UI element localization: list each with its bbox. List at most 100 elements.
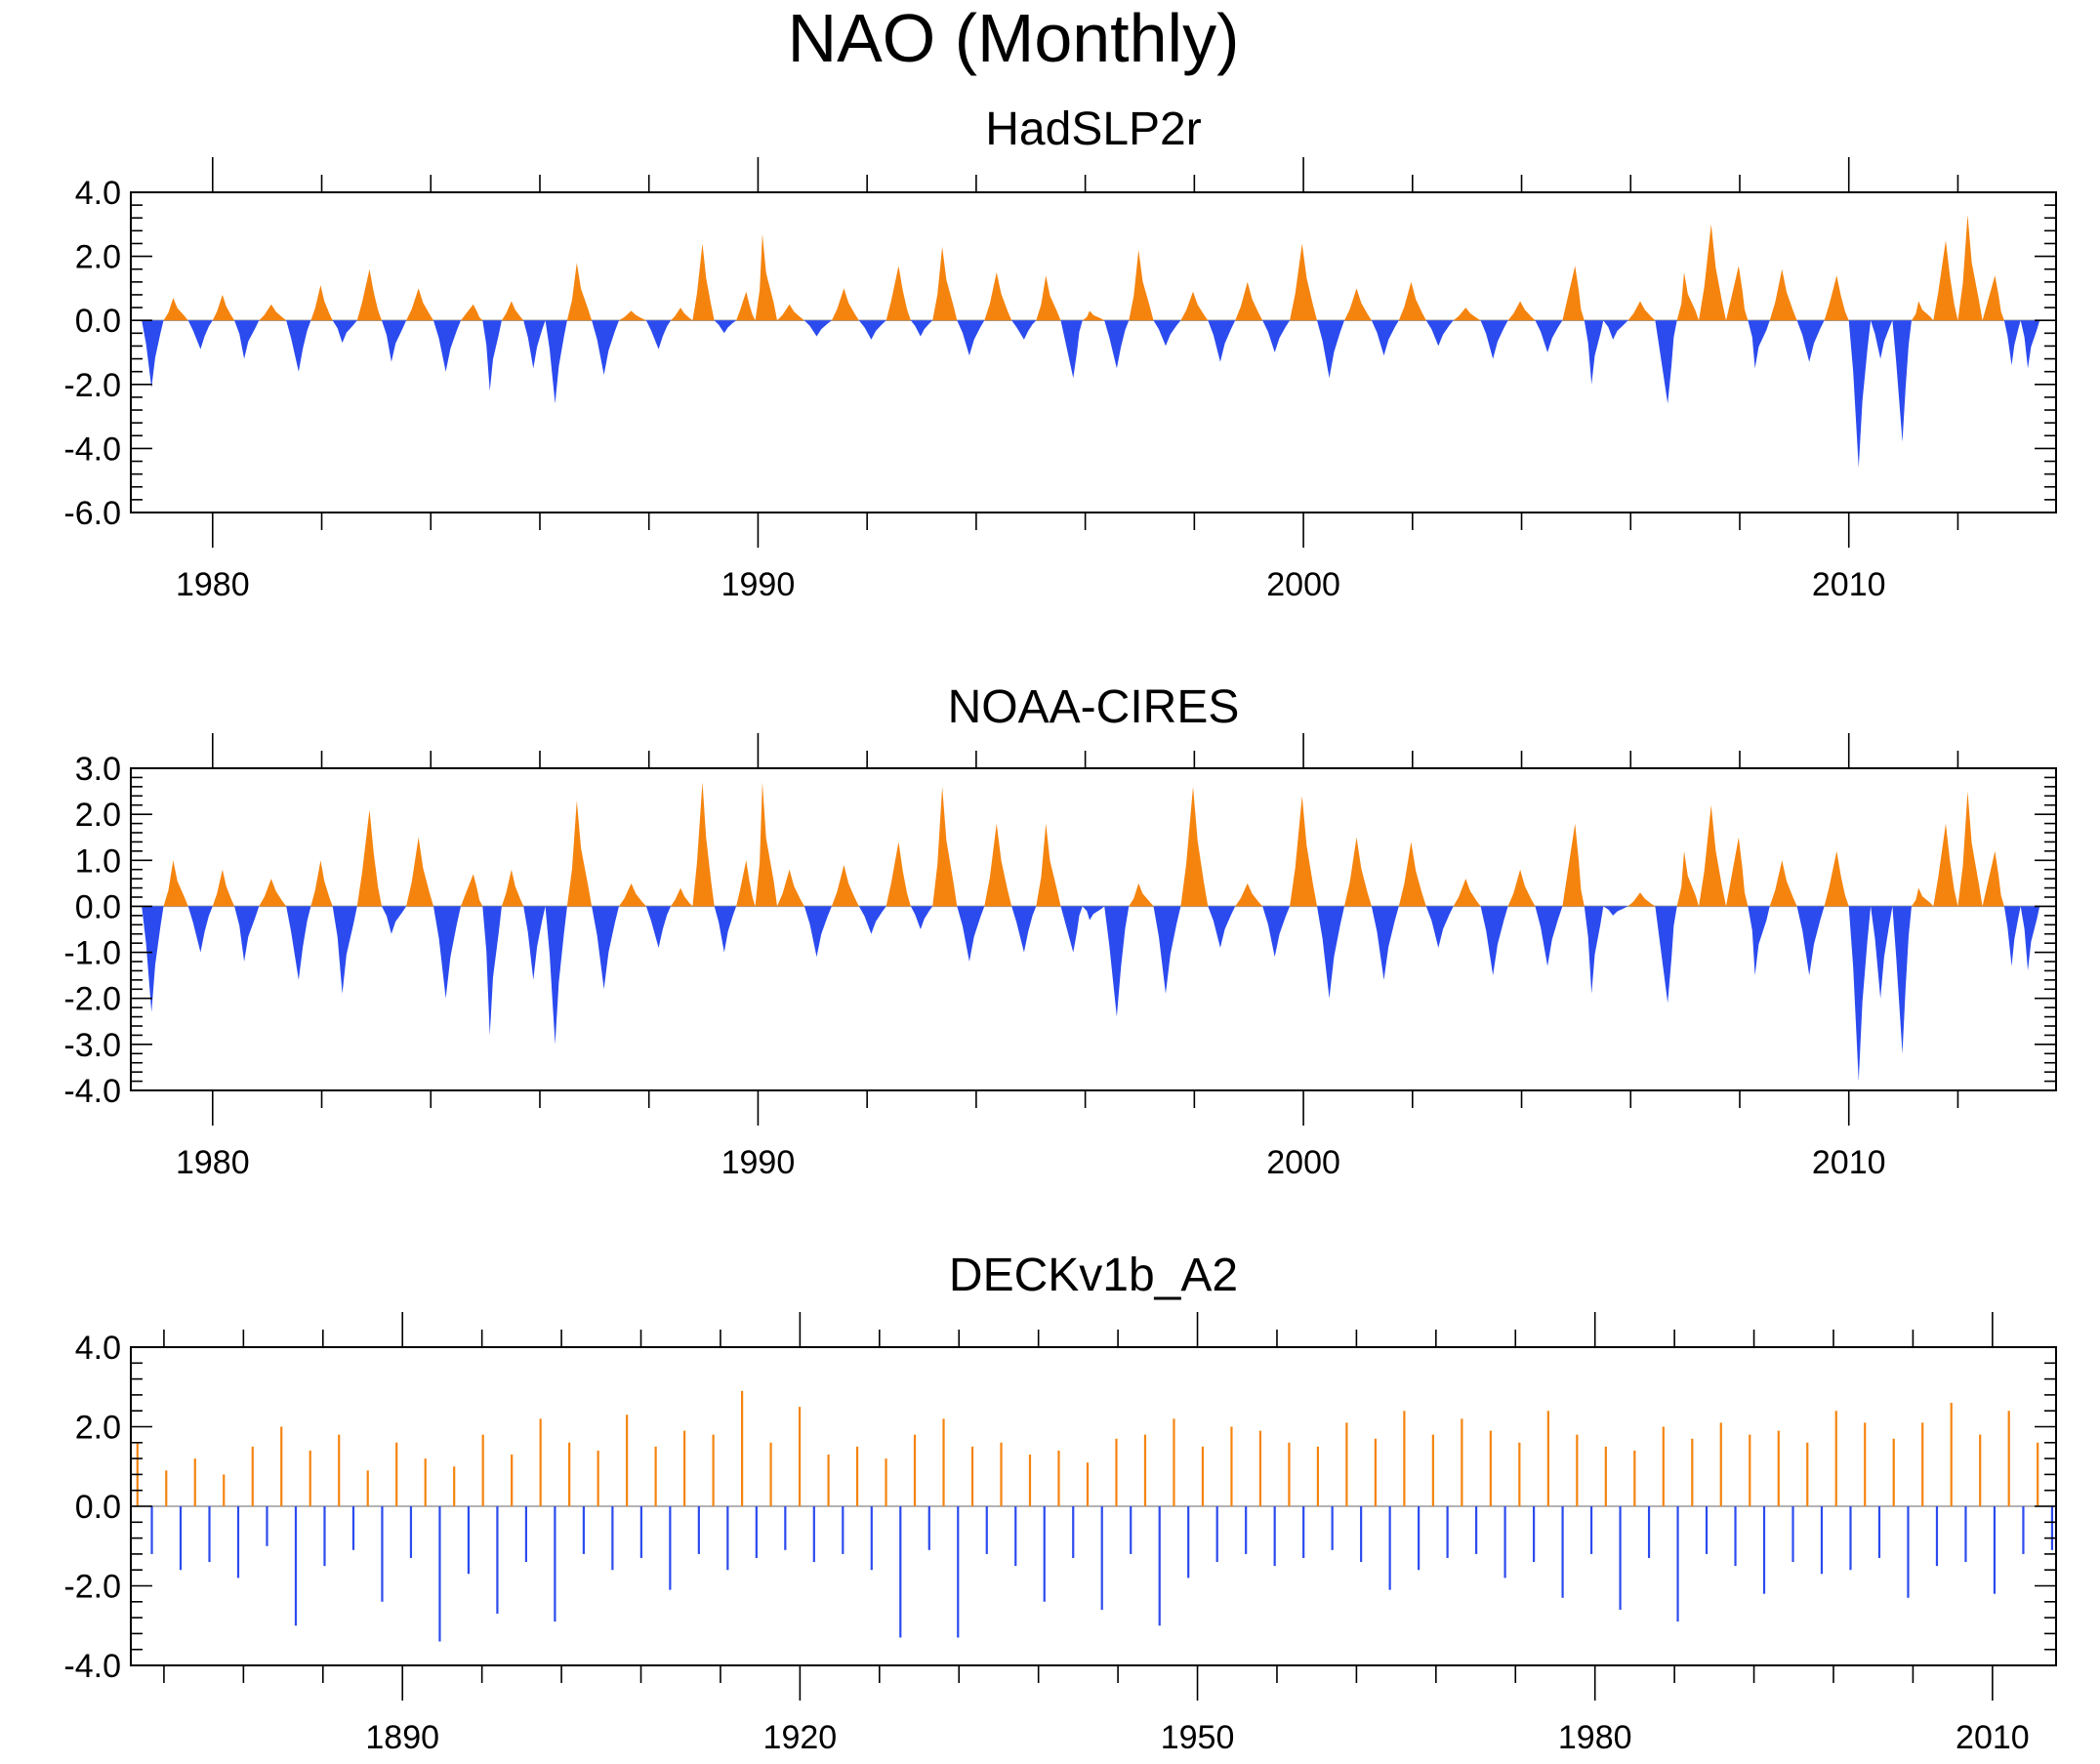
- anomaly-mark: [286, 320, 311, 372]
- anomaly-mark: [382, 906, 407, 934]
- anomaly-mark: [755, 233, 777, 321]
- anomaly-mark: [1235, 281, 1263, 321]
- anomaly-mark: [957, 320, 985, 356]
- anomaly-mark: [1235, 882, 1263, 907]
- y-tick-label: 1.0: [75, 842, 121, 880]
- anomaly-mark: [1453, 308, 1481, 321]
- y-tick-label: 4.0: [75, 175, 121, 212]
- anomaly-mark: [566, 263, 593, 321]
- anomaly-mark: [1535, 320, 1563, 352]
- y-tick-label: 2.0: [75, 1410, 121, 1447]
- plot-frame: [130, 767, 2057, 1091]
- anomaly-mark: [1892, 320, 1912, 442]
- x-tick-label: 2000: [1266, 1144, 1340, 1181]
- y-tick-label: -2.0: [63, 367, 121, 404]
- x-tick-label: 1920: [763, 1719, 838, 1756]
- anomaly-mark: [858, 320, 886, 340]
- y-tick-label: -1.0: [63, 935, 121, 972]
- anomaly-mark: [1060, 320, 1083, 379]
- y-tick-label: 3.0: [75, 751, 121, 788]
- anomaly-mark: [545, 906, 567, 1045]
- anomaly-mark: [1796, 906, 1825, 976]
- anomaly-mark: [910, 320, 933, 337]
- anomaly-mark: [1933, 823, 1958, 907]
- anomaly-mark: [1344, 837, 1372, 907]
- anomaly-mark: [356, 809, 382, 907]
- y-tick-label: 0.0: [75, 303, 121, 340]
- x-tick-label: 1980: [1558, 1719, 1632, 1756]
- anomaly-mark: [1699, 224, 1726, 321]
- y-tick-label: -2.0: [63, 1569, 121, 1606]
- anomaly-mark: [1290, 243, 1317, 321]
- y-tick-label: 4.0: [75, 1330, 121, 1367]
- figure-title: NAO (Monthly): [788, 0, 1240, 76]
- anomaly-mark: [523, 320, 546, 369]
- anomaly-mark: [1480, 906, 1508, 976]
- anomaly-mark: [1398, 281, 1426, 321]
- anomaly-mark: [2003, 320, 2021, 366]
- anomaly-mark: [1584, 906, 1604, 994]
- anomaly-mark: [1104, 320, 1130, 369]
- anomaly-mark: [1262, 906, 1291, 958]
- y-tick-label: -4.0: [63, 1073, 121, 1110]
- anomaly-mark: [1603, 320, 1628, 340]
- anomaly-mark: [1562, 266, 1585, 321]
- anomaly-mark: [1655, 320, 1677, 404]
- anomaly-mark: [1584, 320, 1604, 385]
- anomaly-mark: [501, 301, 524, 321]
- anomaly-mark: [755, 782, 777, 907]
- anomaly-mark: [1153, 906, 1181, 994]
- x-tick-label: 1980: [176, 566, 250, 603]
- anomaly-mark: [1824, 850, 1849, 907]
- anomaly-mark: [406, 837, 433, 907]
- anomaly-mark: [645, 320, 672, 349]
- anomaly-mark: [619, 310, 646, 321]
- anomaly-mark: [885, 266, 911, 321]
- anomaly-mark: [1371, 320, 1399, 356]
- anomaly-mark: [619, 882, 646, 907]
- anomaly-mark: [566, 800, 593, 907]
- anomaly-mark: [1982, 850, 2004, 907]
- anomaly-mark: [1655, 906, 1677, 1004]
- x-tick-label: 2000: [1266, 566, 1340, 603]
- anomaly-mark: [1036, 275, 1061, 321]
- anomaly-mark: [692, 782, 715, 907]
- anomaly-mark: [1011, 906, 1037, 953]
- anomaly-mark: [1104, 906, 1130, 1017]
- anomaly-mark: [592, 906, 619, 990]
- anomaly-mark: [1060, 906, 1083, 953]
- anomaly-mark: [461, 304, 483, 321]
- anomaly-mark: [142, 320, 164, 389]
- anomaly-mark: [803, 320, 832, 337]
- anomaly-mark: [714, 906, 737, 953]
- anomaly-mark: [885, 841, 911, 907]
- anomaly-mark: [1082, 906, 1105, 921]
- x-tick-label: 2010: [1956, 1719, 2030, 1756]
- anomaly-mark: [1535, 906, 1563, 966]
- anomaly-mark: [1153, 320, 1181, 347]
- anomaly-mark: [831, 865, 859, 907]
- anomaly-mark: [482, 906, 502, 1036]
- anomaly-mark: [1871, 320, 1893, 359]
- y-tick-label: -3.0: [63, 1027, 121, 1064]
- anomaly-mark: [1425, 906, 1454, 948]
- anomaly-mark: [1699, 804, 1726, 907]
- anomaly-mark: [461, 874, 483, 907]
- anomaly-mark: [671, 308, 693, 321]
- anomaly-mark: [1676, 272, 1700, 321]
- anomaly-mark: [1726, 266, 1749, 321]
- anomaly-mark: [142, 906, 164, 1012]
- anomaly-mark: [1748, 320, 1770, 369]
- anomaly-mark: [1603, 906, 1628, 916]
- anomaly-mark: [692, 243, 715, 321]
- anomaly-mark: [212, 869, 235, 907]
- anomaly-mark: [831, 288, 859, 321]
- panel-deckv1b-a2: DECKv1b_A2 4.0 2.0 0.0 -2.0 -4.0 1890 1920 1950…: [63, 1250, 2057, 1756]
- anomaly-mark: [1082, 310, 1105, 321]
- anomaly-mark: [1317, 906, 1344, 999]
- anomaly-mark: [310, 285, 333, 321]
- anomaly-mark: [501, 869, 524, 907]
- anomaly-mark: [2003, 906, 2021, 966]
- anomaly-mark: [163, 860, 188, 907]
- anomaly-mark: [1036, 823, 1061, 907]
